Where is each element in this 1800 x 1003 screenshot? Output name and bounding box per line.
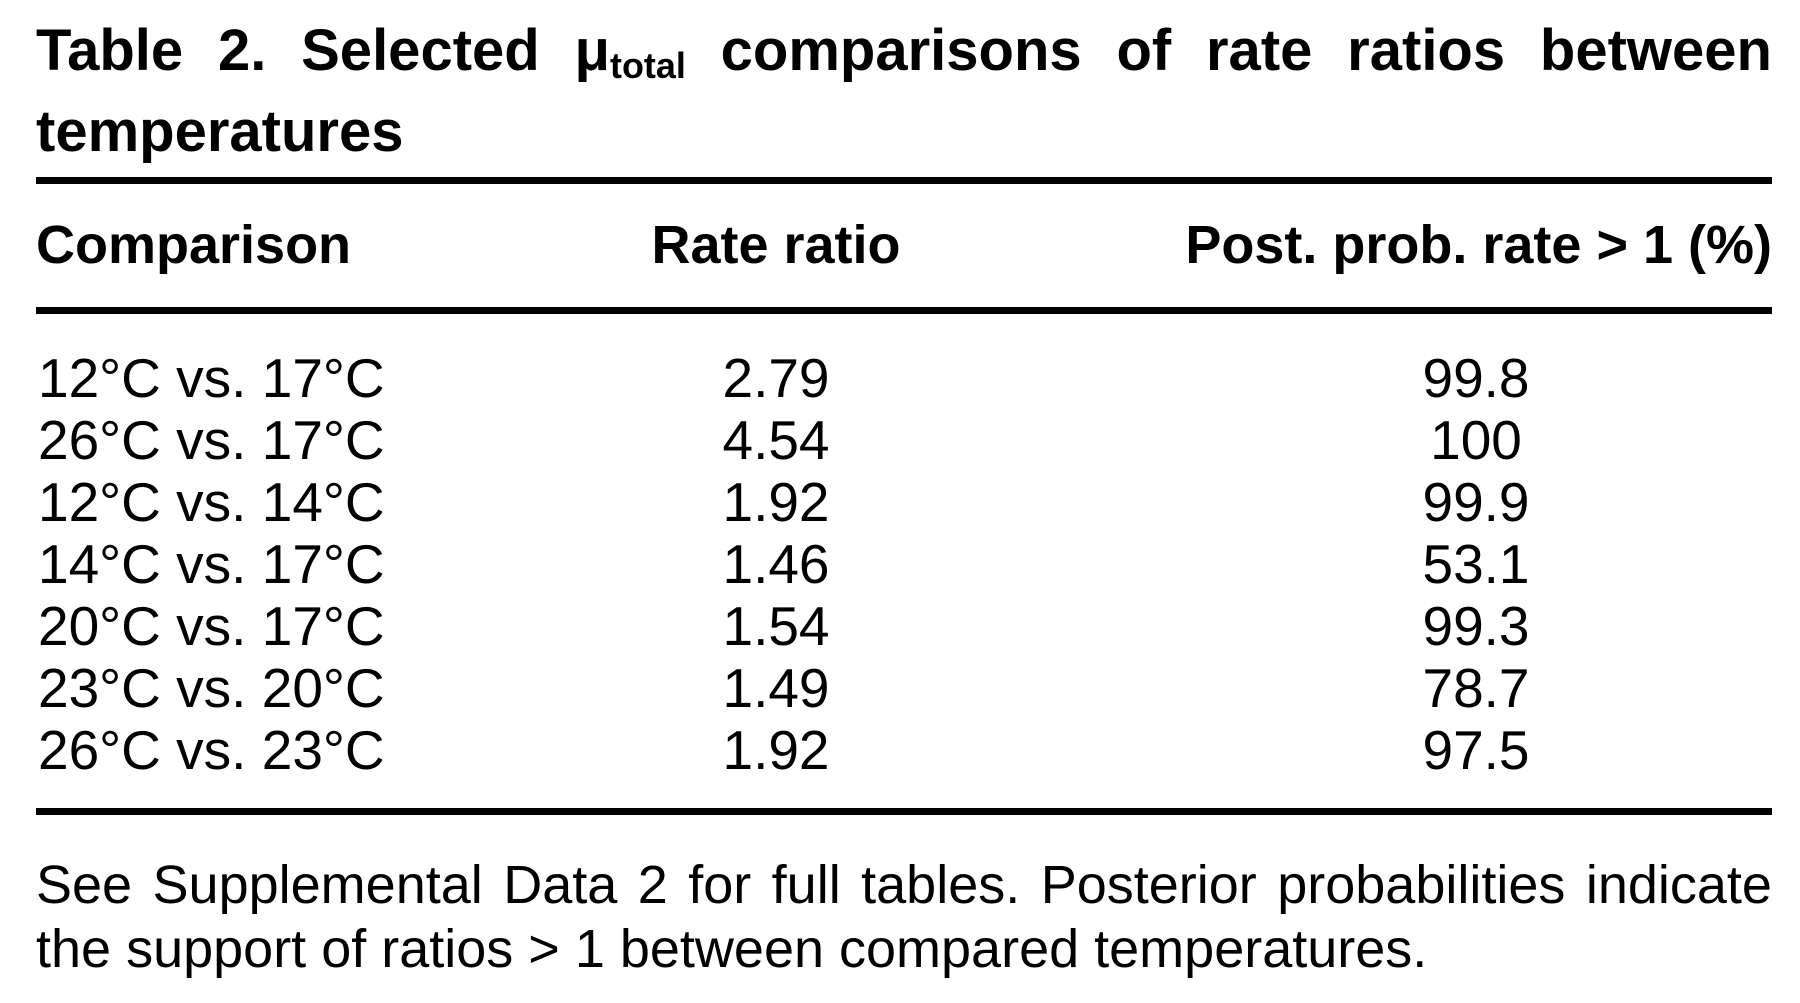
table-title-line-2: temperatures — [36, 98, 404, 164]
table-title: Table 2. Selected μtotal comparisons of rate ra… — [36, 18, 1772, 165]
post-prob-cell: 53.1 — [1422, 532, 1530, 595]
word: between — [1539, 18, 1772, 83]
table-title-line-1: Table 2. Selected μtotal comparisons of rate ra… — [36, 18, 1772, 99]
comparison-cell: 26°C vs. 23°C — [38, 718, 385, 781]
column-header-row: Comparison Rate ratio Post. prob. rate >… — [36, 214, 1772, 276]
word: μtotal — [574, 18, 686, 86]
word: ratios — [1347, 18, 1506, 83]
table-row: 12°C vs. 14°C 1.92 99.9 — [36, 471, 1772, 533]
word: of — [1116, 18, 1172, 83]
post-prob-cell: 78.7 — [1422, 656, 1530, 719]
word: 2. — [217, 18, 267, 83]
post-prob-cell: 100 — [1430, 408, 1522, 471]
word: full — [771, 854, 841, 915]
post-prob-cell: 99.9 — [1422, 470, 1530, 533]
word: rate — [1205, 18, 1313, 83]
post-prob-cell: 97.5 — [1422, 718, 1530, 781]
rate-ratio-cell: 1.46 — [722, 532, 830, 595]
comparison-cell: 14°C vs. 17°C — [38, 532, 385, 595]
footnote-line-2: the support of ratios > 1 between compar… — [36, 918, 1428, 979]
word: See — [36, 854, 133, 915]
rate-ratio-cell: 1.49 — [722, 656, 830, 719]
table-row: 14°C vs. 17°C 1.46 53.1 — [36, 533, 1772, 595]
word: Data — [503, 854, 618, 915]
word: Table — [36, 18, 184, 83]
table-footnote: See Supplemental Data 2 for full tables. Poster… — [36, 853, 1772, 981]
word: 2 — [637, 854, 668, 915]
table-row: 12°C vs. 17°C 2.79 99.8 — [36, 347, 1772, 409]
word: tables. — [861, 854, 1021, 915]
comparison-cell: 12°C vs. 17°C — [38, 346, 385, 409]
rate-ratio-cell: 1.54 — [722, 594, 830, 657]
word: for — [688, 854, 752, 915]
footnote-line-1: See Supplemental Data 2 for full tables. Poster… — [36, 853, 1772, 917]
comparison-cell: 23°C vs. 20°C — [38, 656, 385, 719]
top-rule — [36, 176, 1772, 184]
comparison-cell: 12°C vs. 14°C — [38, 470, 385, 533]
comparison-cell: 26°C vs. 17°C — [38, 408, 385, 471]
table-body: 12°C vs. 17°C 2.79 99.8 26°C vs. 17°C 4.54 10… — [36, 347, 1772, 781]
column-header-rate-ratio: Rate ratio — [651, 214, 901, 275]
column-header-post-prob: Post. prob. rate > 1 (%) — [1185, 214, 1772, 275]
post-prob-cell: 99.8 — [1422, 346, 1530, 409]
rate-ratio-cell: 1.92 — [722, 718, 830, 781]
header-rule — [36, 306, 1772, 314]
word: Posterior — [1040, 854, 1257, 915]
word: Selected — [301, 18, 540, 83]
table-row: 26°C vs. 23°C 1.92 97.5 — [36, 719, 1772, 781]
subscript: total — [609, 44, 686, 86]
word: probabilities — [1277, 854, 1566, 915]
column-header-comparison: Comparison — [36, 214, 352, 275]
rate-ratio-cell: 4.54 — [722, 408, 830, 471]
bottom-rule — [36, 807, 1772, 815]
table-row: 23°C vs. 20°C 1.49 78.7 — [36, 657, 1772, 719]
post-prob-cell: 99.3 — [1422, 594, 1530, 657]
table-row: 20°C vs. 17°C 1.54 99.3 — [36, 595, 1772, 657]
word: indicate — [1585, 854, 1772, 915]
rate-ratio-cell: 1.92 — [722, 470, 830, 533]
word: comparisons — [720, 18, 1082, 83]
comparison-cell: 20°C vs. 17°C — [38, 594, 385, 657]
table-row: 26°C vs. 17°C 4.54 100 — [36, 409, 1772, 471]
word: Supplemental — [152, 854, 483, 915]
rate-ratio-cell: 2.79 — [722, 346, 830, 409]
